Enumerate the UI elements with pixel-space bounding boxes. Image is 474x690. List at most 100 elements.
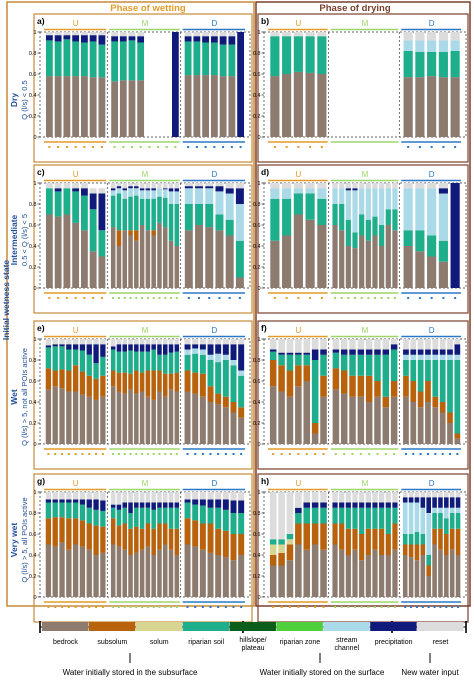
bar-marker-dot bbox=[354, 297, 357, 299]
bar-segment-bedrock bbox=[230, 412, 237, 444]
group-label: D bbox=[211, 479, 217, 488]
panel-frame bbox=[33, 164, 253, 314]
bar-segment-bedrock bbox=[379, 246, 385, 288]
bar-segment-bedrock bbox=[269, 386, 277, 444]
bar-marker-dot bbox=[240, 606, 243, 608]
bar-segment-precipitation bbox=[193, 36, 201, 42]
bar bbox=[365, 492, 371, 608]
bar-segment-bedrock bbox=[45, 389, 52, 444]
bar-segment-subsolum bbox=[116, 230, 122, 246]
bar-segment-precipitation bbox=[184, 186, 193, 189]
bar-segment-riparian_soil bbox=[374, 354, 381, 381]
bar bbox=[100, 339, 106, 455]
bar-marker-dot bbox=[359, 453, 362, 455]
bar-segment-riparian_soil bbox=[359, 507, 365, 534]
bar-marker-dot bbox=[393, 606, 396, 608]
bar-segment-precipitation bbox=[128, 36, 136, 41]
bar-segment-riparian_soil bbox=[128, 40, 136, 81]
bar-segment-subsolum bbox=[110, 518, 116, 545]
bar-marker-dot bbox=[285, 146, 288, 148]
bar-segment-riparian_soil bbox=[295, 513, 302, 524]
bar-marker-dot bbox=[238, 297, 241, 299]
bar-segment-bedrock bbox=[199, 396, 206, 444]
bar-segment-reset bbox=[278, 492, 285, 540]
bar-segment-subsolum bbox=[357, 375, 365, 397]
bar bbox=[110, 183, 116, 299]
bar-segment-reset bbox=[157, 183, 162, 189]
bar-segment-precipitation bbox=[447, 349, 453, 355]
bar-segment-riparian_soil bbox=[139, 507, 145, 529]
bar bbox=[207, 339, 214, 455]
bar-segment-bedrock bbox=[54, 216, 62, 288]
bar-marker-dot bbox=[404, 453, 407, 455]
bar-segment-reset bbox=[332, 339, 340, 350]
legend-swatch-stream_channel bbox=[323, 622, 370, 631]
bar-segment-stream_channel bbox=[403, 40, 413, 51]
bar bbox=[86, 492, 92, 608]
bar-marker-dot bbox=[81, 606, 84, 608]
group-D: D bbox=[180, 19, 245, 148]
bar-segment-bedrock bbox=[320, 396, 327, 444]
bar-segment-riparian_soil bbox=[385, 209, 391, 225]
bar bbox=[184, 339, 191, 455]
bar-segment-riparian_soil bbox=[345, 507, 351, 529]
bar-segment-bedrock bbox=[427, 256, 437, 288]
bar-segment-riparian_soil bbox=[332, 507, 338, 524]
bar bbox=[339, 183, 345, 299]
bar bbox=[193, 32, 201, 148]
bar-segment-riparian_soil bbox=[392, 209, 398, 231]
bar-segment-precipitation bbox=[139, 502, 145, 508]
bar-segment-subsolum bbox=[352, 528, 358, 550]
bar-segment-precipitation bbox=[454, 344, 461, 355]
bar-segment-bedrock bbox=[79, 546, 86, 597]
bar-segment-riparian_soil bbox=[215, 362, 222, 394]
bar-segment-reset bbox=[390, 339, 398, 345]
group-D: D bbox=[398, 170, 461, 299]
bar bbox=[79, 492, 86, 608]
bar-segment-riparian_soil bbox=[403, 50, 413, 78]
bar-segment-reset bbox=[54, 183, 62, 189]
bar-segment-bedrock bbox=[225, 235, 234, 288]
bar bbox=[392, 183, 398, 299]
bar-segment-reset bbox=[145, 183, 151, 189]
bar-segment-bedrock bbox=[385, 225, 391, 288]
bar-marker-dot bbox=[427, 606, 430, 608]
bar-segment-precipitation bbox=[238, 500, 245, 513]
panel-c: c) 0 0.2 0.4 0.6 0.8 1 U M D bbox=[29, 164, 253, 314]
bar-marker-dot bbox=[130, 146, 133, 148]
bar-marker-dot bbox=[454, 146, 457, 148]
bar-segment-riparian_soil bbox=[151, 198, 156, 231]
bar-marker-dot bbox=[101, 453, 104, 455]
bar-segment-bedrock bbox=[222, 557, 229, 597]
bar bbox=[122, 183, 127, 299]
bar-segment-riparian_soil bbox=[357, 354, 365, 376]
bar-segment-bedrock bbox=[174, 246, 180, 288]
bar-segment-precipitation bbox=[145, 188, 151, 191]
bar bbox=[174, 183, 180, 299]
bar-segment-precipitation bbox=[111, 36, 118, 42]
bar-segment-stream_channel bbox=[184, 188, 193, 204]
bar-segment-precipitation bbox=[184, 36, 192, 42]
bar-marker-dot bbox=[448, 453, 451, 455]
bar-segment-reset bbox=[382, 339, 390, 350]
bar-segment-reset bbox=[145, 492, 151, 503]
bar bbox=[145, 339, 151, 455]
bar-segment-stream_channel bbox=[151, 190, 156, 199]
bar-segment-reset bbox=[72, 492, 79, 500]
bar-segment-subsolum bbox=[295, 523, 302, 545]
bar-segment-reset bbox=[205, 183, 214, 187]
group-D: D bbox=[180, 326, 245, 455]
bar-marker-dot bbox=[122, 146, 125, 148]
bar-marker-dot bbox=[74, 297, 77, 299]
bar-segment-subsolum bbox=[116, 525, 122, 547]
group-U: U bbox=[44, 326, 107, 455]
y-tick-label: 1 bbox=[257, 181, 260, 187]
bar-segment-bedrock bbox=[238, 555, 245, 597]
y-tick-label: 1 bbox=[33, 337, 36, 343]
bar bbox=[202, 32, 210, 148]
bar-segment-reset bbox=[432, 492, 437, 498]
bar-segment-subsolum bbox=[438, 528, 443, 550]
bar-segment-reset bbox=[80, 183, 88, 189]
bar-segment-reset bbox=[174, 183, 180, 189]
bar-segment-bedrock bbox=[432, 407, 439, 444]
